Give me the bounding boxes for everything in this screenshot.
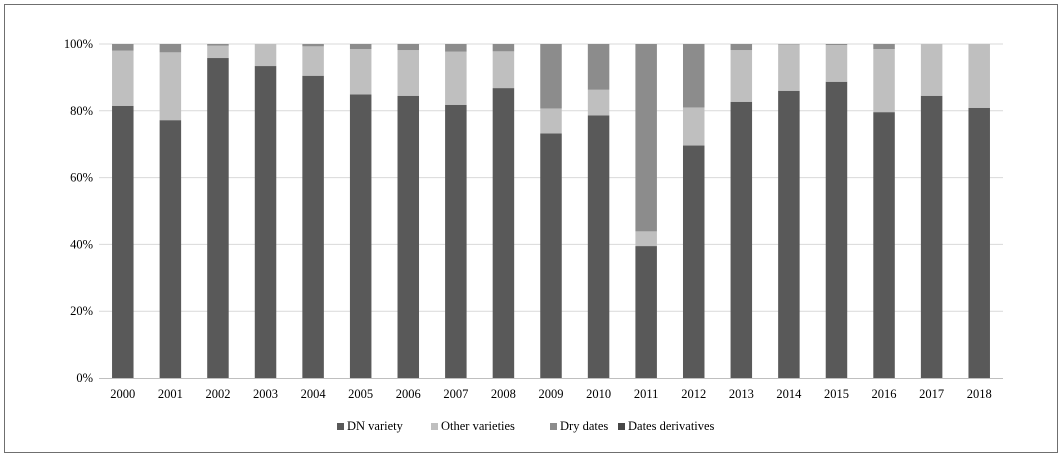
bar-segment	[682, 145, 705, 378]
bar-segment	[159, 52, 182, 121]
bar-segment	[540, 133, 562, 378]
bar-segment	[302, 75, 324, 378]
bar-segment	[445, 44, 467, 52]
bar-segment	[397, 50, 420, 96]
x-tick-label: 2010	[586, 387, 611, 401]
bar-segment	[920, 44, 943, 96]
legend-swatch	[550, 423, 557, 430]
bar-segment	[825, 45, 848, 82]
legend-label: Other varieties	[441, 419, 515, 433]
bar-segment	[730, 50, 753, 102]
x-tick-label: 2017	[919, 387, 944, 401]
legend-swatch	[337, 423, 344, 430]
y-tick-label: 60%	[70, 171, 93, 185]
legend-swatch	[431, 423, 438, 430]
y-tick-label: 80%	[70, 104, 93, 118]
bar-segment	[540, 108, 562, 134]
bar-segment	[682, 44, 705, 108]
x-tick-label: 2011	[634, 387, 659, 401]
bar-segment	[778, 44, 800, 91]
bar-segment	[873, 49, 895, 113]
chart-frame: 0% 20% 40% 60% 80% 100% 2000 2001 2002 2003 2004 2…	[4, 4, 1058, 453]
legend-swatch	[618, 423, 625, 430]
x-tick-label: 2000	[110, 387, 135, 401]
y-tick-label: 0%	[76, 371, 93, 385]
bar-segment	[968, 44, 990, 108]
bar-segment	[397, 44, 420, 51]
x-tick-label: 2003	[253, 387, 278, 401]
bar-segment	[349, 49, 372, 95]
legend: DN variety Other varieties Dry dates Dates …	[337, 419, 715, 433]
bar-segment	[397, 95, 420, 379]
legend-label: DN variety	[347, 419, 404, 433]
bar-segment	[159, 120, 182, 378]
bar-segment	[492, 44, 515, 52]
x-tick-label: 2004	[301, 387, 327, 401]
bar-segment	[635, 231, 657, 247]
bar-segment	[825, 81, 848, 378]
x-tick-label: 2009	[539, 387, 564, 401]
bar-segment	[873, 44, 895, 50]
bar-segment	[207, 58, 229, 378]
stacked-bar-chart: 0%20%40%60%80%100% 2000 2001 2002 2003 2004 2…	[64, 37, 1003, 433]
bar-segment	[920, 95, 943, 379]
bar-segment	[445, 104, 467, 379]
bar-segment	[492, 51, 515, 89]
x-tick-label: 2007	[443, 387, 468, 401]
bars	[112, 44, 990, 379]
x-tick-label: 2001	[158, 387, 183, 401]
y-tick-label: 20%	[70, 304, 93, 318]
legend-label: Dates derivatives	[628, 419, 715, 433]
bar-segment	[302, 46, 324, 76]
x-tick-label: 2012	[681, 387, 706, 401]
bar-segment	[540, 44, 562, 109]
bar-segment	[635, 246, 657, 378]
bar-segment	[682, 107, 705, 146]
bar-segment	[349, 44, 372, 50]
x-tick-label: 2013	[729, 387, 754, 401]
x-tick-label: 2018	[967, 387, 992, 401]
y-tick-label: 40%	[70, 237, 93, 251]
bar-segment	[730, 101, 753, 379]
bar-segment	[112, 105, 134, 378]
bar-segment	[778, 90, 800, 378]
bar-segment	[112, 44, 134, 51]
bar-segment	[302, 44, 324, 47]
x-tick-label: 2015	[824, 387, 849, 401]
x-tick-label: 2002	[205, 387, 230, 401]
x-tick-label: 2008	[491, 387, 516, 401]
bar-segment	[254, 66, 277, 378]
x-tick-label: 2014	[776, 387, 802, 401]
y-axis-ticks: 0% 20% 40% 60% 80% 100%	[64, 37, 93, 385]
x-axis-ticks: 2000 2001 2002 2003 2004 2005 2006 2007 2008 2009…	[110, 387, 991, 401]
bar-segment	[112, 50, 134, 106]
bar-segment	[873, 112, 895, 379]
bar-segment	[968, 107, 990, 378]
bar-segment	[445, 51, 467, 105]
bar-segment	[825, 44, 848, 46]
bar-segment	[207, 44, 229, 46]
bar-segment	[587, 44, 610, 90]
bar-segment	[349, 94, 372, 379]
x-tick-label: 2005	[348, 387, 373, 401]
bar-segment	[730, 44, 753, 51]
bar-segment	[254, 44, 277, 67]
bar-segment	[492, 88, 515, 378]
legend-label: Dry dates	[560, 419, 608, 433]
bar-segment	[635, 44, 657, 232]
bar-segment	[159, 44, 182, 53]
bar-segment	[207, 45, 229, 59]
x-tick-label: 2006	[396, 387, 421, 401]
bar-segment	[587, 89, 610, 116]
x-tick-label: 2016	[872, 387, 897, 401]
bar-segment	[587, 115, 610, 378]
y-tick-label: 100%	[64, 37, 93, 51]
